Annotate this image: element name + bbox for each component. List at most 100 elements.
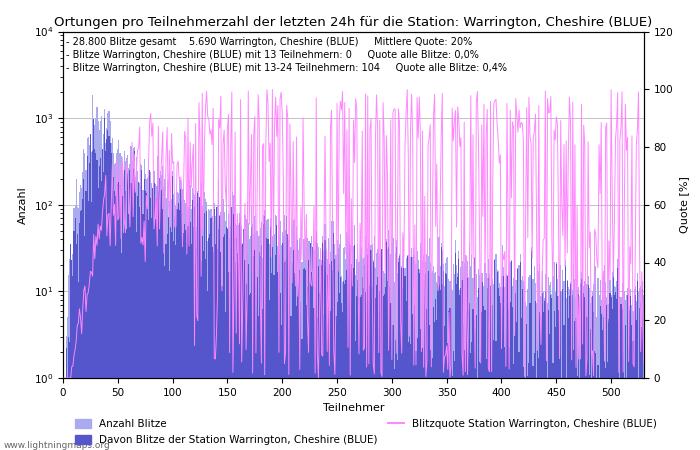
Bar <box>252 294 253 450</box>
Bar <box>512 307 513 450</box>
Bar <box>510 302 511 450</box>
Bar <box>536 303 537 450</box>
Bar <box>71 260 72 450</box>
Bar <box>95 153 97 450</box>
Bar <box>298 249 299 450</box>
Bar <box>626 378 627 450</box>
Bar <box>505 287 506 450</box>
Bar <box>639 308 640 450</box>
Bar <box>391 303 393 450</box>
Bar <box>397 360 398 450</box>
Bar <box>299 270 300 450</box>
Bar <box>368 286 370 450</box>
Bar <box>331 261 332 450</box>
Bar <box>148 220 149 450</box>
Bar <box>240 214 241 450</box>
Bar <box>637 281 638 450</box>
Bar <box>228 272 229 450</box>
Bar <box>370 245 372 450</box>
Bar <box>542 292 544 450</box>
Bar <box>160 181 161 450</box>
Bar <box>579 309 580 450</box>
Bar <box>163 187 164 450</box>
Bar <box>550 295 552 450</box>
Bar <box>413 255 414 450</box>
Bar <box>132 148 134 450</box>
Bar <box>631 324 633 450</box>
Bar <box>388 247 389 450</box>
Bar <box>190 244 192 450</box>
Bar <box>357 244 358 450</box>
Bar <box>242 243 244 450</box>
Bar <box>452 376 453 450</box>
Bar <box>561 378 562 450</box>
Bar <box>356 296 357 450</box>
Bar <box>321 265 322 450</box>
Bar <box>386 239 387 450</box>
Bar <box>103 172 104 450</box>
Bar <box>113 176 114 450</box>
Bar <box>319 259 320 450</box>
Bar <box>344 247 345 450</box>
Bar <box>137 196 138 450</box>
Bar <box>317 243 318 450</box>
Bar <box>162 166 163 450</box>
Bar <box>264 210 265 450</box>
Bar <box>374 236 375 450</box>
Bar <box>220 252 221 450</box>
Bar <box>418 269 419 450</box>
Bar <box>147 178 148 450</box>
Bar <box>561 292 562 450</box>
Bar <box>637 273 638 450</box>
Bar <box>266 220 267 450</box>
Bar <box>534 353 535 450</box>
Bar <box>241 225 242 450</box>
Bar <box>544 298 545 450</box>
Bar <box>180 180 181 450</box>
Bar <box>492 279 493 450</box>
Bar <box>390 254 391 450</box>
Bar <box>330 311 331 450</box>
Bar <box>414 305 415 450</box>
Bar <box>124 151 125 450</box>
Bar <box>339 244 340 450</box>
Bar <box>548 277 550 450</box>
Bar <box>95 118 97 450</box>
Bar <box>510 262 511 450</box>
Bar <box>283 236 284 450</box>
Bar <box>418 261 419 450</box>
Bar <box>542 312 544 450</box>
Bar <box>600 306 601 450</box>
Bar <box>559 359 560 450</box>
Bar <box>435 272 436 450</box>
Bar <box>624 378 625 450</box>
Bar <box>207 291 209 450</box>
Bar <box>496 272 498 450</box>
Bar <box>592 296 593 450</box>
Bar <box>504 347 505 450</box>
Bar <box>377 249 378 450</box>
Bar <box>170 209 171 450</box>
Bar <box>277 246 279 450</box>
Bar <box>231 207 232 450</box>
Bar <box>168 217 169 450</box>
Bar <box>535 283 536 450</box>
Bar <box>475 304 476 450</box>
Bar <box>66 317 68 450</box>
Bar <box>218 230 219 450</box>
Bar <box>110 121 111 450</box>
Bar <box>378 307 379 450</box>
Bar <box>451 280 452 450</box>
Bar <box>89 163 90 450</box>
Bar <box>489 274 490 450</box>
Bar <box>114 164 115 450</box>
Bar <box>83 149 85 450</box>
Bar <box>188 180 190 450</box>
Bar <box>217 205 218 450</box>
Bar <box>231 207 232 450</box>
Bar <box>376 253 377 450</box>
Bar <box>259 235 260 450</box>
Bar <box>180 189 181 450</box>
Bar <box>325 239 326 450</box>
Bar <box>424 255 426 450</box>
